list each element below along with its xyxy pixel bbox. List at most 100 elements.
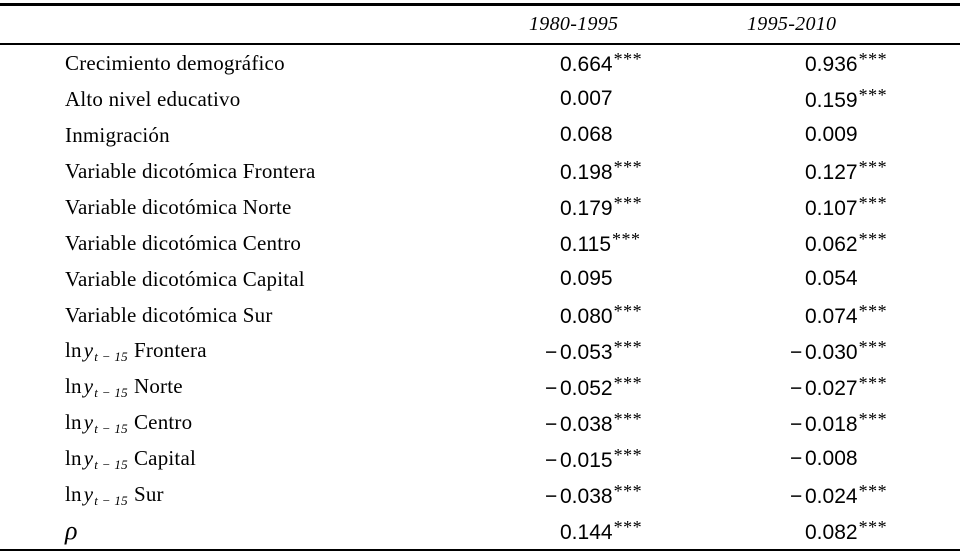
region-name: Capital <box>133 445 197 470</box>
table-row: Variable dicotómica Frontera 0.198*** 0.12… <box>0 153 960 189</box>
value-col1: −0.038*** <box>545 409 790 437</box>
value-col1: −0.015*** <box>545 445 790 473</box>
header-rule <box>0 43 960 45</box>
coefficient-value: 0.107 <box>805 197 858 220</box>
coefficient-value: 0.018 <box>805 413 858 436</box>
value-col1: 0.198*** <box>545 157 790 185</box>
table-row: Crecimiento demográfico 0.664*** 0.936*** <box>0 45 960 81</box>
table-row: Alto nivel educativo 0.007 0.159*** <box>0 81 960 117</box>
variable-name: Variable dicotómica Centro <box>65 230 302 255</box>
y-variable: y <box>83 337 94 362</box>
minus-sign: − <box>790 341 803 364</box>
value-col1: −0.053*** <box>545 337 790 365</box>
ln-operator: ln <box>65 409 82 434</box>
row-label: Variable dicotómica Sur <box>0 303 545 328</box>
significance-stars: *** <box>613 301 643 321</box>
table-body: Crecimiento demográfico 0.664*** 0.936*** A… <box>0 45 960 549</box>
coefficient-value: 0.009 <box>805 123 858 146</box>
row-label: Alto nivel educativo <box>0 87 545 112</box>
ln-operator: ln <box>65 337 82 362</box>
coefficient-value: 0.030 <box>805 341 858 364</box>
coefficient-value: 0.144 <box>560 521 613 544</box>
coefficient-value: 0.008 <box>805 447 858 470</box>
value-col2: 0.054 <box>790 267 960 291</box>
value-col2: −0.030*** <box>790 337 960 365</box>
region-name: Sur <box>133 481 164 506</box>
coefficient-value: 0.038 <box>560 413 613 436</box>
value-col2: 0.107*** <box>790 193 960 221</box>
y-variable: y <box>83 373 94 398</box>
row-label: Variable dicotómica Centro <box>0 231 545 256</box>
minus-sign: − <box>790 447 803 470</box>
coefficient-value: 0.052 <box>560 377 613 400</box>
variable-name: Alto nivel educativo <box>65 86 241 111</box>
value-col1: 0.115*** <box>545 229 790 257</box>
value-col2: 0.127*** <box>790 157 960 185</box>
y-variable: y <box>83 481 94 506</box>
value-col1: 0.080*** <box>545 301 790 329</box>
minus-sign: − <box>545 377 558 400</box>
variable-name: Inmigración <box>65 122 170 147</box>
value-col2: 0.062*** <box>790 229 960 257</box>
y-variable: y <box>83 445 94 470</box>
y-variable: y <box>83 409 94 434</box>
value-col1: 0.095 <box>545 267 790 291</box>
time-subscript: t − 15 <box>94 456 128 472</box>
minus-sign: − <box>790 413 803 436</box>
region-name: Norte <box>133 373 183 398</box>
table-row: lnyt − 15 Norte −0.052*** −0.027*** <box>0 369 960 405</box>
table-row: lnyt − 15 Frontera −0.053*** −0.030*** <box>0 333 960 369</box>
bottom-rule <box>0 549 960 551</box>
significance-stars: *** <box>858 481 888 501</box>
coefficient-value: 0.068 <box>560 123 613 146</box>
coefficient-value: 0.664 <box>560 53 613 76</box>
value-col2: −0.024*** <box>790 481 960 509</box>
coefficient-value: 0.015 <box>560 449 613 472</box>
column-header-1980-1995: 1980-1995 <box>529 13 619 35</box>
significance-stars: *** <box>858 517 888 537</box>
value-col1: 0.068 <box>545 123 790 147</box>
value-col2: 0.074*** <box>790 301 960 329</box>
table-row: ρ 0.144*** 0.082*** <box>0 513 960 549</box>
significance-stars: *** <box>858 157 888 177</box>
row-label: Variable dicotómica Frontera <box>0 159 545 184</box>
value-col1: 0.664*** <box>545 49 790 77</box>
value-col2: 0.082*** <box>790 517 960 545</box>
minus-sign: − <box>545 341 558 364</box>
significance-stars: *** <box>858 193 888 213</box>
row-label: lnyt − 15 Sur <box>0 482 545 509</box>
value-col2: −0.018*** <box>790 409 960 437</box>
value-col1: 0.179*** <box>545 193 790 221</box>
time-subscript: t − 15 <box>94 384 128 400</box>
coefficient-value: 0.007 <box>560 87 613 110</box>
coefficient-value: 0.936 <box>805 53 858 76</box>
region-name: Centro <box>133 409 193 434</box>
coefficient-value: 0.082 <box>805 521 858 544</box>
value-col1: −0.038*** <box>545 481 790 509</box>
value-col2: 0.009 <box>790 123 960 147</box>
row-label: lnyt − 15 Frontera <box>0 338 545 365</box>
table-row: Variable dicotómica Norte 0.179*** 0.107**… <box>0 189 960 225</box>
significance-stars: *** <box>613 517 643 537</box>
value-col1: −0.052*** <box>545 373 790 401</box>
significance-stars: *** <box>613 157 643 177</box>
minus-sign: − <box>790 485 803 508</box>
row-label: Inmigración <box>0 123 545 148</box>
coefficient-value: 0.095 <box>560 267 613 290</box>
variable-name: Variable dicotómica Norte <box>65 194 292 219</box>
coefficient-value: 0.062 <box>805 233 858 256</box>
row-label: Crecimiento demográfico <box>0 51 545 76</box>
column-header-1995-2010: 1995-2010 <box>747 13 837 35</box>
time-subscript: t − 15 <box>94 348 128 364</box>
table-row: Inmigración 0.068 0.009 <box>0 117 960 153</box>
coefficient-value: 0.074 <box>805 305 858 328</box>
significance-stars: *** <box>613 373 643 393</box>
table-row: Variable dicotómica Sur 0.080*** 0.074*** <box>0 297 960 333</box>
ln-operator: ln <box>65 373 82 398</box>
coefficient-value: 0.053 <box>560 341 613 364</box>
table-row: Variable dicotómica Capital 0.095 0.054 <box>0 261 960 297</box>
table-row: Variable dicotómica Centro 0.115*** 0.062*… <box>0 225 960 261</box>
rho-symbol: ρ <box>65 515 78 545</box>
significance-stars: *** <box>858 373 888 393</box>
